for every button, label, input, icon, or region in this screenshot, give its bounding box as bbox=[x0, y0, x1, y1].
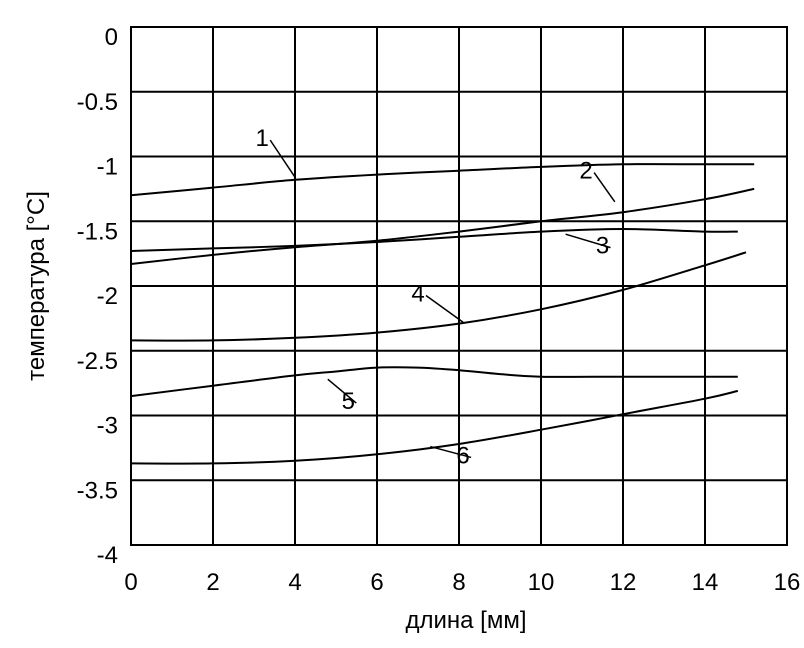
curve-labels: 1 2 3 4 5 6 bbox=[256, 125, 616, 469]
series-label-6: 6 bbox=[456, 442, 469, 469]
series-label-leader bbox=[327, 378, 357, 404]
series-label-3: 3 bbox=[596, 233, 609, 260]
series-label-5: 5 bbox=[342, 388, 355, 415]
series-line-4 bbox=[130, 251, 747, 342]
x-tick-label: 6 bbox=[370, 569, 383, 596]
series-line-6 bbox=[130, 389, 739, 465]
x-tick-label: 10 bbox=[528, 569, 555, 596]
y-tick-label: -2 bbox=[97, 283, 118, 310]
series-line-5 bbox=[130, 366, 738, 398]
series-label-leader bbox=[565, 233, 611, 249]
x-tick-label: 4 bbox=[288, 569, 301, 596]
series-label-4: 4 bbox=[411, 281, 424, 308]
x-tick-label: 8 bbox=[452, 569, 465, 596]
x-tick-label: 0 bbox=[124, 569, 137, 596]
y-tick-label: -2.5 bbox=[77, 348, 118, 375]
x-tick-label: 14 bbox=[692, 569, 719, 596]
y-tick-label: -1.5 bbox=[77, 218, 118, 245]
series-line-1 bbox=[130, 163, 755, 197]
y-axis-label: температура [°С] bbox=[23, 191, 50, 381]
series-label-leader bbox=[593, 172, 616, 203]
y-tick-label: -4 bbox=[97, 542, 118, 569]
y-tick-label: -3.5 bbox=[77, 477, 118, 504]
series-label-leader bbox=[269, 139, 296, 178]
series-label-2: 2 bbox=[579, 158, 592, 185]
y-tick-label: -1 bbox=[97, 154, 118, 181]
grid-lines bbox=[131, 27, 787, 545]
x-tick-label: 2 bbox=[206, 569, 219, 596]
tick-labels: 0 2 4 6 8 10 12 14 160-0.5-1-1.5-2-2.5-3-3.5-4 bbox=[77, 24, 801, 596]
x-axis-label: длина [мм] bbox=[405, 607, 526, 634]
series-line-2 bbox=[130, 187, 755, 265]
series-label-1: 1 bbox=[256, 125, 269, 152]
plot-frame bbox=[130, 26, 788, 546]
x-tick-label: 16 bbox=[774, 569, 801, 596]
data-curves bbox=[130, 163, 755, 465]
y-tick-label: -0.5 bbox=[77, 89, 118, 116]
y-tick-label: -3 bbox=[97, 413, 118, 440]
series-line-3 bbox=[130, 227, 738, 252]
y-tick-label: 0 bbox=[105, 24, 118, 51]
series-label-leader bbox=[430, 445, 472, 459]
x-tick-label: 12 bbox=[610, 569, 637, 596]
series-label-leader bbox=[425, 294, 464, 323]
